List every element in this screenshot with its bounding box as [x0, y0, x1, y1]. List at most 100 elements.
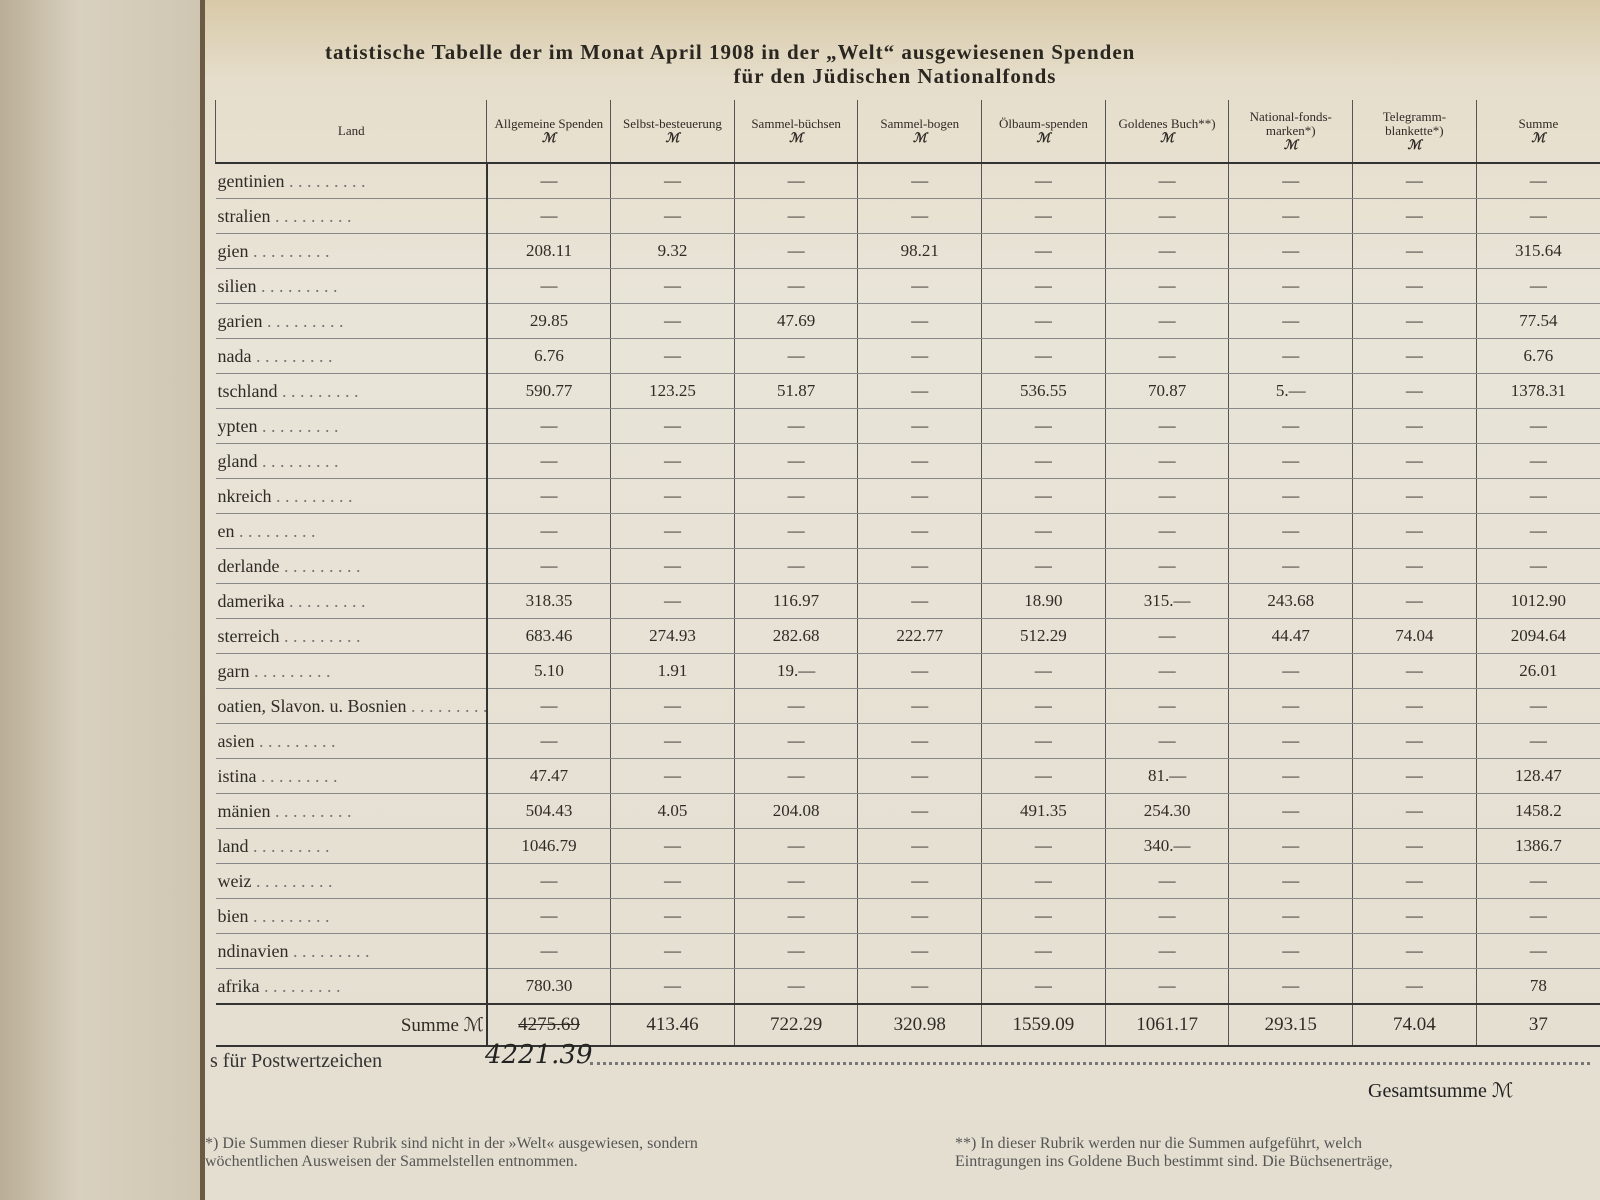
country-cell: en	[215, 513, 488, 549]
country-cell: land	[215, 828, 488, 864]
country-cell: stralien	[215, 198, 488, 234]
amount-cell: 274.93	[610, 618, 735, 654]
amount-cell: —	[1104, 723, 1229, 759]
amount-cell: —	[733, 443, 858, 479]
amount-cell: —	[733, 233, 858, 269]
amount-cell: —	[1352, 373, 1477, 409]
amount-cell: —	[733, 338, 858, 374]
country-cell: derlande	[215, 548, 488, 584]
amount-cell: —	[733, 408, 858, 444]
amount-cell: —	[857, 723, 982, 759]
amount-cell: —	[1104, 863, 1229, 899]
amount-cell: —	[1475, 513, 1600, 549]
header-cell: Goldenes Buch**) ℳ	[1104, 100, 1229, 164]
header-label: National-fonds-marken*)	[1249, 109, 1332, 138]
total-cell: 722.29	[733, 1003, 858, 1047]
header-unit: ℳ	[1283, 137, 1298, 152]
amount-cell: 1012.90	[1475, 583, 1600, 619]
amount-cell: 123.25	[610, 373, 735, 409]
amount-cell: —	[1352, 688, 1477, 724]
amount-cell: —	[1228, 968, 1353, 1005]
amount-cell: 1458.2	[1475, 793, 1600, 829]
amount-cell: —	[610, 513, 735, 549]
amount-cell: —	[1475, 723, 1600, 759]
amount-cell: 9.32	[610, 233, 735, 269]
amount-cell: —	[981, 163, 1106, 199]
amount-cell: —	[857, 478, 982, 514]
country-cell: tschland	[215, 373, 488, 409]
amount-cell: —	[610, 758, 735, 794]
amount-cell: —	[486, 898, 611, 934]
amount-cell: —	[1352, 793, 1477, 829]
amount-cell: —	[486, 933, 611, 969]
amount-cell: 47.47	[486, 758, 611, 794]
header-unit: ℳ	[912, 130, 927, 145]
total-row: Summe ℳ 4275.69 413.46 722.29 320.98 1559.09 1…	[215, 1003, 1600, 1047]
amount-cell: 254.30	[1104, 793, 1229, 829]
table-row: ndinavien—————————	[215, 933, 1600, 969]
footnote-line: **) In dieser Rubrik werden nur die Summ…	[955, 1135, 1362, 1152]
country-cell: damerika	[215, 583, 488, 619]
amount-cell: 1378.31	[1475, 373, 1600, 409]
amount-cell: —	[1104, 688, 1229, 724]
header-unit: ℳ	[789, 130, 804, 145]
amount-cell: —	[1352, 408, 1477, 444]
amount-cell: —	[733, 758, 858, 794]
amount-cell: —	[1228, 408, 1353, 444]
amount-cell: 6.76	[1475, 338, 1600, 374]
amount-cell: —	[857, 793, 982, 829]
dot-leader	[590, 1062, 1590, 1065]
country-cell: gien	[215, 233, 488, 269]
amount-cell: —	[981, 723, 1106, 759]
amount-cell: —	[857, 443, 982, 479]
header-label: Summe	[1518, 116, 1559, 131]
table-row: ypten—————————	[215, 408, 1600, 444]
amount-cell: 208.11	[486, 233, 611, 269]
amount-cell: —	[1352, 478, 1477, 514]
amount-cell: 116.97	[733, 583, 858, 619]
amount-cell: —	[733, 828, 858, 864]
amount-cell: 780.30	[486, 968, 611, 1005]
amount-cell: —	[1228, 828, 1353, 864]
amount-cell: —	[981, 268, 1106, 304]
amount-cell: —	[610, 198, 735, 234]
amount-cell: —	[857, 373, 982, 409]
amount-cell: —	[486, 863, 611, 899]
amount-cell: —	[1228, 688, 1353, 724]
amount-cell: —	[1228, 653, 1353, 689]
amount-cell: —	[857, 688, 982, 724]
total-cell: 413.46	[610, 1003, 735, 1047]
table-row: oatien, Slavon. u. Bosnien—————————	[215, 688, 1600, 724]
header-label: Ölbaum-spenden	[999, 116, 1088, 131]
amount-cell: —	[857, 758, 982, 794]
amount-cell: —	[981, 303, 1106, 339]
amount-cell: —	[486, 548, 611, 584]
amount-cell: —	[733, 198, 858, 234]
amount-cell: —	[610, 933, 735, 969]
amount-cell: —	[733, 478, 858, 514]
amount-cell: 1386.7	[1475, 828, 1600, 864]
amount-cell: —	[1352, 268, 1477, 304]
amount-cell: —	[1104, 338, 1229, 374]
grand-total-label: Gesamtsumme ℳ	[1368, 1080, 1514, 1102]
amount-cell: —	[486, 198, 611, 234]
amount-cell: —	[1352, 828, 1477, 864]
amount-cell: —	[981, 233, 1106, 269]
amount-cell: —	[1475, 933, 1600, 969]
table-row: bien—————————	[215, 898, 1600, 934]
title: tatistische Tabelle der im Monat April 1…	[325, 40, 1465, 88]
handwritten-total: 4221.39	[485, 1040, 593, 1070]
amount-cell: —	[981, 513, 1106, 549]
amount-cell: —	[1104, 163, 1229, 199]
country-cell: istina	[215, 758, 488, 794]
amount-cell: —	[857, 828, 982, 864]
amount-cell: —	[733, 163, 858, 199]
amount-cell: —	[1104, 268, 1229, 304]
amount-cell: 204.08	[733, 793, 858, 829]
amount-cell: —	[610, 443, 735, 479]
amount-cell: —	[610, 723, 735, 759]
amount-cell: —	[733, 863, 858, 899]
header-unit: ℳ	[541, 130, 556, 145]
amount-cell: —	[1352, 968, 1477, 1005]
amount-cell: 683.46	[486, 618, 611, 654]
